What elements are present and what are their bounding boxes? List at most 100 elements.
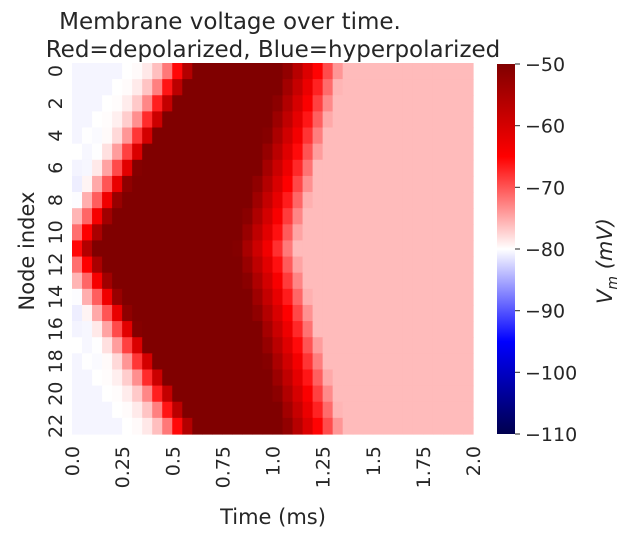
heatmap-cell — [272, 175, 284, 193]
heatmap-cell — [332, 304, 344, 322]
heatmap-cell — [302, 63, 314, 80]
heatmap-cell — [112, 256, 123, 274]
heatmap-cell — [262, 385, 274, 403]
heatmap-cell — [362, 369, 374, 387]
heatmap-cell — [382, 321, 394, 338]
heatmap-cell — [422, 321, 434, 338]
heatmap-cell — [342, 353, 354, 371]
heatmap-cell — [212, 175, 223, 193]
heatmap-cell — [282, 79, 294, 96]
heatmap-cell — [122, 192, 133, 209]
heatmap-cell — [332, 385, 344, 403]
heatmap-cell — [362, 111, 374, 129]
heatmap-cell — [352, 111, 364, 129]
heatmap-cell — [432, 321, 444, 338]
heatmap-cell — [152, 272, 163, 290]
heatmap-cell — [362, 192, 374, 209]
x-axis-ticks: 0.0 0.25 0.5 0.75 1.0 1.25 1.5 1.75 2.0 — [62, 446, 485, 488]
heatmap-cell — [212, 353, 223, 371]
heatmap-cell — [222, 175, 234, 193]
heatmap-cell — [102, 385, 113, 403]
heatmap-cell — [282, 159, 294, 177]
heatmap-cell — [82, 79, 93, 96]
heatmap-cell — [222, 288, 234, 306]
heatmap-cell — [72, 192, 83, 209]
heatmap-cell — [442, 111, 454, 129]
heatmap-cell — [402, 417, 414, 435]
heatmap-cell — [172, 417, 183, 435]
heatmap-cell — [242, 385, 254, 403]
heatmap-cell — [272, 224, 284, 242]
heatmap-cell — [232, 192, 244, 209]
heatmap-cell — [92, 256, 103, 274]
heatmap-cell — [152, 337, 163, 354]
heatmap-cell — [392, 353, 404, 371]
heatmap-cell — [462, 288, 474, 306]
colorbar — [497, 64, 515, 434]
heatmap-cell — [162, 401, 173, 419]
heatmap-cell — [412, 159, 424, 177]
heatmap-cell — [162, 95, 173, 112]
heatmap-cell — [332, 159, 344, 177]
heatmap-cell — [162, 143, 173, 161]
heatmap-cell — [462, 192, 474, 209]
heatmap-cell — [212, 208, 223, 225]
heatmap-cell — [402, 353, 414, 371]
heatmap-cell — [302, 304, 314, 322]
heatmap-cell — [72, 224, 83, 242]
heatmap-cell — [152, 240, 163, 258]
heatmap-cell — [422, 417, 434, 435]
heatmap-cell — [282, 417, 294, 435]
heatmap-cell — [252, 369, 264, 387]
heatmap-cell — [332, 208, 344, 225]
heatmap-cell — [312, 208, 324, 225]
heatmap-cell — [262, 175, 274, 193]
heatmap-cell — [452, 401, 464, 419]
heatmap-cell — [82, 208, 93, 225]
heatmap-cell — [192, 127, 203, 145]
heatmap-cell — [382, 224, 394, 242]
heatmap-cell — [132, 353, 143, 371]
heatmap-cell — [342, 79, 354, 96]
heatmap-cell — [122, 417, 133, 435]
heatmap-cell — [452, 353, 464, 371]
colorbar-ticks: −50 −60 −70 −80 −90 −100 −110 — [515, 54, 577, 446]
heatmap-cell — [442, 385, 454, 403]
heatmap-cell — [182, 63, 193, 80]
heatmap-cell — [292, 95, 304, 112]
heatmap-cell — [82, 304, 93, 322]
heatmap-cell — [162, 369, 173, 387]
heatmap-cell — [412, 385, 424, 403]
heatmap-cell — [302, 288, 314, 306]
heatmap-cell — [402, 401, 414, 419]
heatmap-cell — [112, 63, 123, 80]
heatmap-cell — [152, 256, 163, 274]
heatmap-cell — [382, 256, 394, 274]
heatmap-cell — [132, 224, 143, 242]
heatmap-cell — [442, 63, 454, 80]
heatmap-cell — [122, 143, 133, 161]
heatmap-cell — [342, 321, 354, 338]
heatmap-cell — [382, 385, 394, 403]
heatmap-cell — [422, 240, 434, 258]
heatmap-cell — [192, 79, 203, 96]
heatmap-cell — [292, 127, 304, 145]
heatmap-cell — [272, 208, 284, 225]
heatmap-cell — [322, 321, 334, 338]
heatmap-cell — [152, 63, 163, 80]
heatmap-cell — [332, 353, 344, 371]
heatmap-cell — [402, 385, 414, 403]
heatmap-cell — [262, 143, 274, 161]
heatmap-cell — [142, 417, 153, 435]
heatmap-cell — [452, 63, 464, 80]
heatmap-cell — [252, 95, 264, 112]
heatmap-cell — [272, 272, 284, 290]
heatmap-cell — [432, 95, 444, 112]
heatmap-cell — [102, 127, 113, 145]
heatmap-cell — [422, 159, 434, 177]
heatmap-cell — [202, 321, 213, 338]
heatmap-cell — [292, 256, 304, 274]
heatmap-cell — [302, 337, 314, 354]
heatmap-cell — [302, 95, 314, 112]
heatmap-cell — [252, 159, 264, 177]
